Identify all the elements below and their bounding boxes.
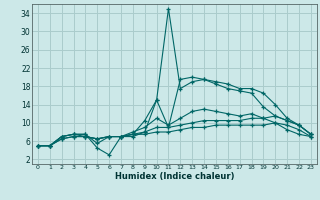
X-axis label: Humidex (Indice chaleur): Humidex (Indice chaleur) <box>115 172 234 181</box>
